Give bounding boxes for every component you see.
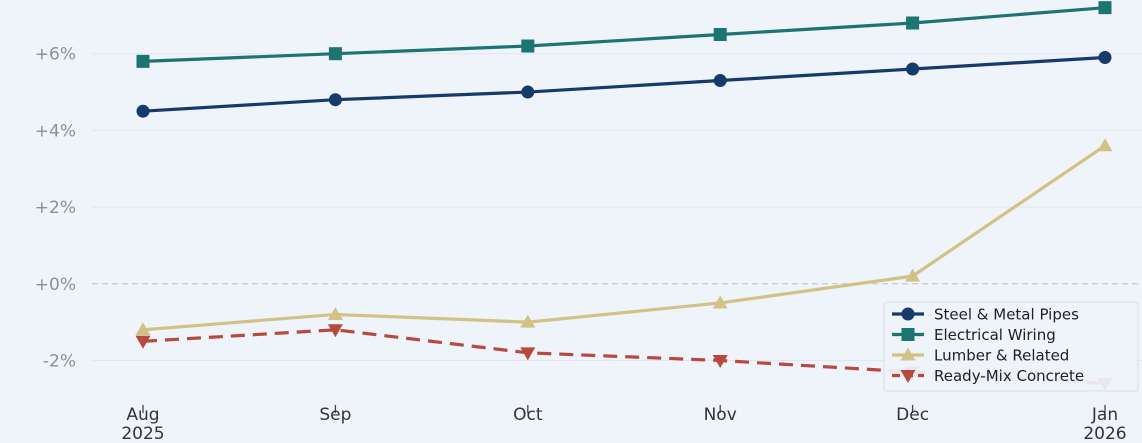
series-line [142,6,1106,63]
data-point [521,39,535,53]
legend-label: Steel & Metal Pipes [934,306,1079,324]
legend-item: Electrical Wiring [892,326,1056,344]
y-tick-label: -2% [43,351,76,371]
x-tick-label: Oct [513,405,543,425]
legend-label: Ready-Mix Concrete [934,367,1084,385]
data-point [906,62,920,76]
data-point [905,268,921,282]
data-point [520,347,536,361]
data-point [712,295,728,309]
x-tick-label: Dec [896,405,929,425]
y-tick-label: +0% [35,275,76,295]
data-point [906,16,920,30]
legend-item: Lumber & Related [892,347,1069,365]
series-line [142,144,1106,332]
data-point [1097,138,1113,152]
series-lumber-related [135,138,1113,336]
data-point [135,335,151,349]
y-tick-label: +6% [35,45,76,65]
x-tick-label: 2025 [121,424,164,443]
y-tick-label: +4% [35,121,76,141]
series-line [142,55,1106,113]
series-electrical-wiring [136,1,1112,68]
data-point [1098,1,1112,15]
data-point [713,28,727,42]
x-tick-label: 2026 [1083,424,1126,443]
legend-box [883,301,1139,392]
x-tick-label: Nov [704,405,737,425]
data-point [520,314,536,328]
x-tick-label: Sep [319,405,351,425]
legend-label: Lumber & Related [934,347,1069,365]
data-point [1098,51,1112,65]
series-steel-metal-pipes [136,51,1112,118]
data-point [713,74,727,88]
data-point [328,93,342,107]
legend-label: Electrical Wiring [934,326,1056,344]
legend-marker [900,347,916,361]
y-tick-label: +2% [35,198,76,218]
legend-item: Ready-Mix Concrete [892,367,1084,385]
x-tick-label: Aug [126,405,159,425]
data-point [327,324,343,338]
data-point [521,85,535,99]
legend: Steel & Metal Pipes Electrical Wiring Lumb… [883,301,1139,392]
legend-marker [900,370,916,383]
data-point [328,47,342,61]
data-point [135,322,151,336]
data-point [327,306,343,320]
x-tick-label: Jan [1091,405,1118,425]
data-point [136,104,150,118]
data-point [712,354,728,368]
legend-marker [901,307,915,321]
legend-item: Steel & Metal Pipes [892,306,1079,324]
data-point [136,54,150,68]
legend-marker [901,328,915,341]
